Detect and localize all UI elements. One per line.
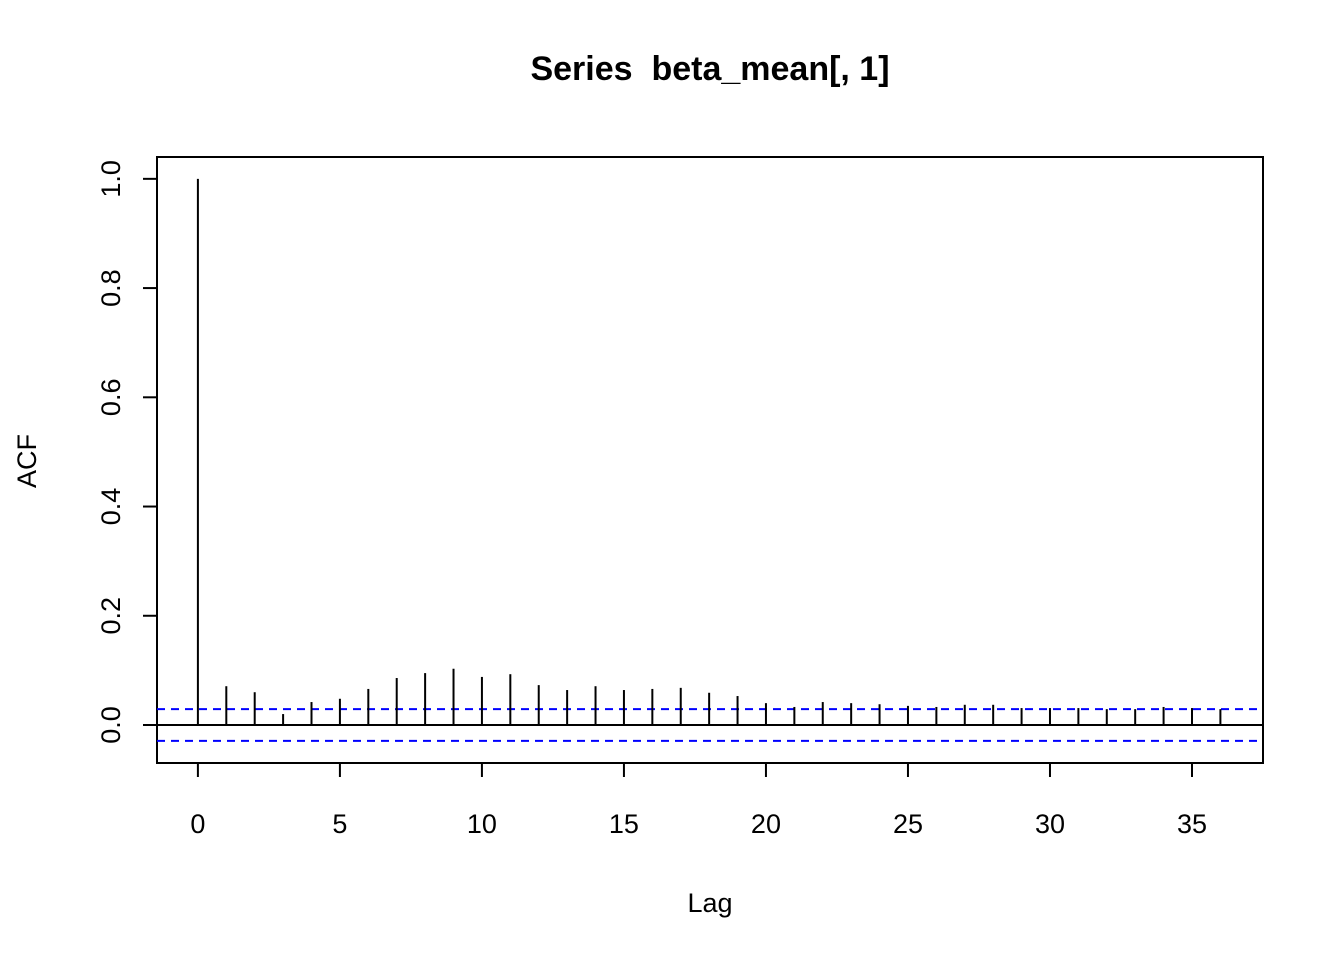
- y-tick-label: 0.0: [96, 706, 126, 744]
- y-tick-label: 0.4: [96, 488, 126, 526]
- x-tick-label: 10: [467, 809, 497, 839]
- y-tick-label: 0.6: [96, 379, 126, 417]
- x-tick-label: 15: [609, 809, 639, 839]
- plot-frame: [156, 156, 1264, 764]
- x-tick-label: 35: [1177, 809, 1207, 839]
- x-tick-label: 30: [1035, 809, 1065, 839]
- y-tick-label: 0.8: [96, 269, 126, 307]
- chart-title: Series beta_mean[, 1]: [530, 50, 889, 88]
- x-tick-label: 25: [893, 809, 923, 839]
- y-tick-label: 1.0: [96, 160, 126, 198]
- x-tick-label: 0: [190, 809, 205, 839]
- x-axis-label: Lag: [687, 888, 732, 918]
- y-tick-label: 0.2: [96, 597, 126, 635]
- y-axis-label: ACF: [12, 434, 42, 488]
- x-tick-label: 5: [332, 809, 347, 839]
- x-tick-label: 20: [751, 809, 781, 839]
